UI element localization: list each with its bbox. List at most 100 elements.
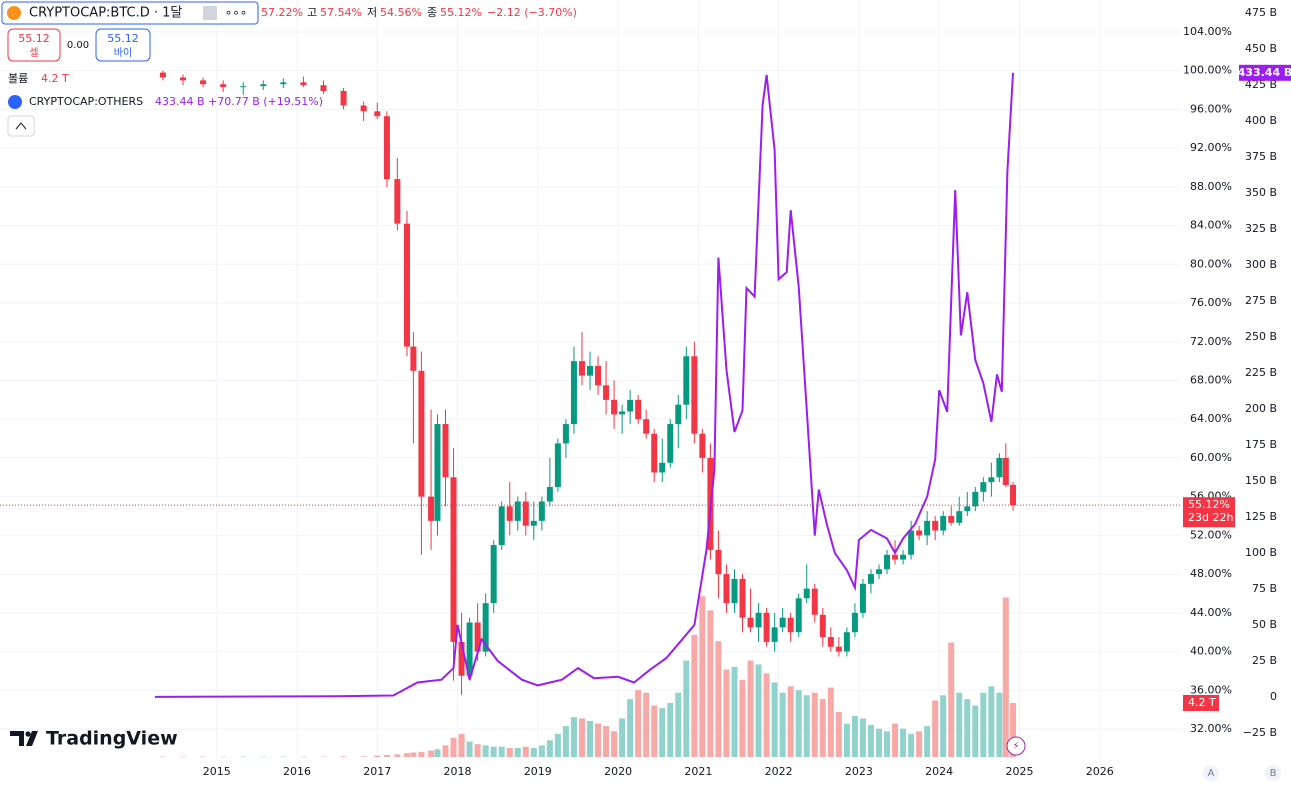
volume-bar: [691, 634, 698, 757]
high-value: 57.54%: [320, 6, 362, 19]
y2-tick-label: 275 B: [1245, 294, 1277, 307]
button-b[interactable]: [1265, 765, 1281, 781]
y-tick-label: 72.00%: [1190, 335, 1232, 348]
candle-body: [530, 520, 537, 526]
candle-body: [867, 574, 874, 584]
y2-tick-label: 0: [1270, 690, 1277, 703]
volume-bar: [964, 699, 971, 757]
candle-body: [948, 516, 955, 523]
y2-tick-label: 400 B: [1245, 114, 1277, 127]
candle-layer: [159, 70, 1017, 696]
symbol-box[interactable]: [1, 1, 259, 25]
x-tick-label: 2015: [203, 765, 231, 778]
candle-body: [498, 506, 505, 546]
candle-body: [403, 223, 410, 347]
more-icon[interactable]: ∘∘∘: [225, 6, 248, 20]
volume-bar: [827, 687, 834, 757]
candle-body: [394, 179, 401, 224]
candle-body: [884, 554, 891, 570]
price-tag-label: 55.12%: [1188, 498, 1230, 511]
volume-bar: [578, 718, 585, 757]
volume-bar: [972, 705, 979, 757]
volume-bar: [932, 700, 939, 757]
x-tick-label: 2017: [363, 765, 391, 778]
candle-body: [972, 491, 979, 507]
low-value: 54.56%: [380, 6, 422, 19]
x-tick-label: 2018: [444, 765, 472, 778]
volume-bar: [1002, 597, 1009, 757]
sell-button[interactable]: [7, 28, 61, 62]
x-tick-label: 2025: [1005, 765, 1033, 778]
volume-label: 볼륨: [8, 72, 28, 85]
candle-body: [924, 520, 931, 536]
volume-bar: [595, 723, 602, 757]
collapse-button[interactable]: [7, 115, 35, 137]
volume-bar: [530, 747, 537, 757]
volume-bar: [900, 728, 907, 757]
icon[interactable]: [203, 6, 217, 20]
low-label: 저: [367, 6, 377, 19]
alert-icon[interactable]: [1006, 736, 1026, 756]
overlay-layer: [0, 72, 1180, 698]
candle-body: [434, 424, 441, 521]
button-a[interactable]: [1203, 765, 1219, 781]
volume-bar: [747, 660, 754, 757]
candle-body: [771, 627, 778, 642]
candle-body: [200, 80, 207, 85]
volume-bar: [651, 705, 658, 757]
candle-body: [635, 399, 642, 420]
y2-tick-label: −25 B: [1243, 726, 1277, 739]
y2-tick-label: 125 B: [1245, 510, 1277, 523]
y-tick-label: 76.00%: [1190, 296, 1232, 309]
candle-body: [715, 549, 722, 575]
btc-icon: [7, 6, 21, 20]
volume-bar: [980, 692, 987, 757]
y2-tick-label: 250 B: [1245, 330, 1277, 343]
candle-body: [410, 346, 417, 371]
volume-bar: [418, 751, 425, 757]
candle-body: [578, 361, 585, 376]
candle-body: [779, 617, 786, 628]
others-tag-label: 433.44 B: [1238, 66, 1291, 79]
candle-body: [546, 486, 553, 502]
volume-bar: [875, 728, 882, 757]
volume-bar: [1010, 702, 1017, 757]
volume-bar: [506, 747, 513, 757]
y2-tick-label: 75 B: [1252, 582, 1277, 595]
y-tick-label: 96.00%: [1190, 102, 1232, 115]
candle-body: [787, 617, 794, 633]
volume-bar: [627, 699, 634, 757]
volume-bar: [434, 749, 441, 757]
candle-body: [643, 419, 650, 434]
candle-body: [731, 578, 738, 604]
buy-label: 바이: [114, 47, 132, 59]
volume-bar: [514, 747, 521, 757]
y-tick-label: 32.00%: [1190, 722, 1232, 735]
volume-bar: [619, 718, 626, 757]
volume-bar: [498, 746, 505, 757]
volume-bar: [374, 755, 381, 757]
volume-bar: [546, 740, 553, 757]
sell-label: 셀: [29, 47, 38, 59]
volume-bar: [611, 731, 618, 757]
candle-body: [458, 641, 465, 676]
candle-body: [723, 574, 730, 604]
volume-bar: [924, 726, 931, 757]
y-tick-label: 60.00%: [1190, 451, 1232, 464]
button-b-label: B: [1270, 768, 1277, 779]
volume-bar: [731, 666, 738, 757]
close-label: 종: [427, 6, 437, 19]
candle-body: [835, 646, 842, 652]
volume-bar: [884, 731, 891, 757]
y-tick-label: 84.00%: [1190, 219, 1232, 232]
candle-body: [763, 612, 770, 642]
others-name: CRYPTOCAP:OTHERS: [29, 95, 143, 108]
volume-bar: [916, 731, 923, 757]
buy-button[interactable]: [95, 28, 151, 62]
y2-tick-label: 50 B: [1252, 618, 1277, 631]
volume-bar: [360, 756, 367, 757]
volume-bar: [843, 723, 850, 757]
candle-body: [851, 612, 858, 633]
y-tick-label: 64.00%: [1190, 412, 1232, 425]
candle-body: [554, 443, 561, 487]
